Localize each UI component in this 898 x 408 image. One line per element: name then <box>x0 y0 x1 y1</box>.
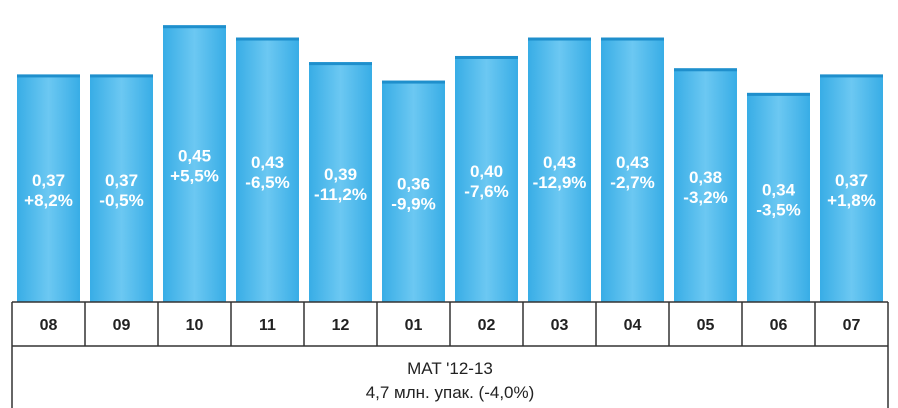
category-label: 05 <box>697 317 715 334</box>
bar-change-label: -2,7% <box>610 173 654 192</box>
bar-change-label: -7,6% <box>464 182 508 201</box>
bar-value-label: 0,40 <box>470 162 503 181</box>
bar-value-label: 0,43 <box>616 153 649 172</box>
bar-top-edge <box>236 37 299 41</box>
bar-value-label: 0,36 <box>397 174 430 193</box>
bar-change-label: +5,5% <box>170 167 219 186</box>
bar <box>17 74 80 302</box>
category-label: 01 <box>405 317 423 334</box>
category-label: 06 <box>770 317 788 334</box>
bar-top-edge <box>382 80 445 84</box>
category-label: 12 <box>332 317 350 334</box>
bar <box>163 25 226 303</box>
bar-value-label: 0,38 <box>689 168 722 187</box>
bar <box>90 74 153 302</box>
bar-top-edge <box>455 55 518 59</box>
bar-change-label: -11,2% <box>314 185 367 204</box>
bar <box>382 80 445 302</box>
bar-value-label: 0,37 <box>835 171 868 190</box>
bar-top-edge <box>747 92 810 96</box>
footer-total-label: 4,7 млн. упак. (-4,0%) <box>366 383 535 402</box>
bar <box>455 55 518 303</box>
bar <box>309 62 372 303</box>
bar <box>601 37 664 302</box>
bar-top-edge <box>528 37 591 41</box>
bar-top-edge <box>601 37 664 41</box>
category-table: 08 09 10 11 12 01 02 03 04 05 06 07 <box>11 301 889 408</box>
bar-top-edge <box>90 74 153 78</box>
category-label: 11 <box>259 317 276 334</box>
category-label: 04 <box>624 317 642 334</box>
bar-top-edge <box>674 68 737 72</box>
bar-top-edge <box>820 74 883 78</box>
bar <box>528 37 591 302</box>
bar-change-label: -3,5% <box>756 200 800 219</box>
category-label: 02 <box>478 317 496 334</box>
bar-change-label: +1,8% <box>827 191 876 210</box>
bar-top-edge <box>17 74 80 78</box>
bar-value-label: 0,37 <box>105 171 138 190</box>
category-label: 08 <box>40 317 58 334</box>
bar-value-label: 0,34 <box>762 180 796 199</box>
bar-value-label: 0,43 <box>251 153 284 172</box>
bar-top-edge <box>309 62 372 66</box>
bar-change-label: -6,5% <box>245 173 289 192</box>
bar-top-edge <box>163 25 226 29</box>
footer-period-label: MAT '12-13 <box>407 359 493 378</box>
bars-layer: 0,37+8,2%0,37-0,5%0,45+5,5%0,43-6,5% 0,39… <box>17 25 883 303</box>
bar-change-label: -9,9% <box>391 194 435 213</box>
bar <box>674 68 737 302</box>
category-label: 10 <box>186 317 204 334</box>
category-label: 09 <box>113 317 131 334</box>
bar-value-label: 0,39 <box>324 165 357 184</box>
bar-change-label: -0,5% <box>99 191 143 210</box>
bar-value-label: 0,37 <box>32 171 65 190</box>
bar-change-label: +8,2% <box>24 191 73 210</box>
bar <box>747 92 810 303</box>
bar-change-label: -3,2% <box>683 188 727 207</box>
category-label: 03 <box>551 317 569 334</box>
category-label: 07 <box>843 317 861 334</box>
bar-value-label: 0,45 <box>178 147 211 166</box>
bar <box>236 37 299 302</box>
bar-change-label: -12,9% <box>533 173 587 192</box>
bar-value-label: 0,43 <box>543 153 576 172</box>
bar <box>820 74 883 302</box>
